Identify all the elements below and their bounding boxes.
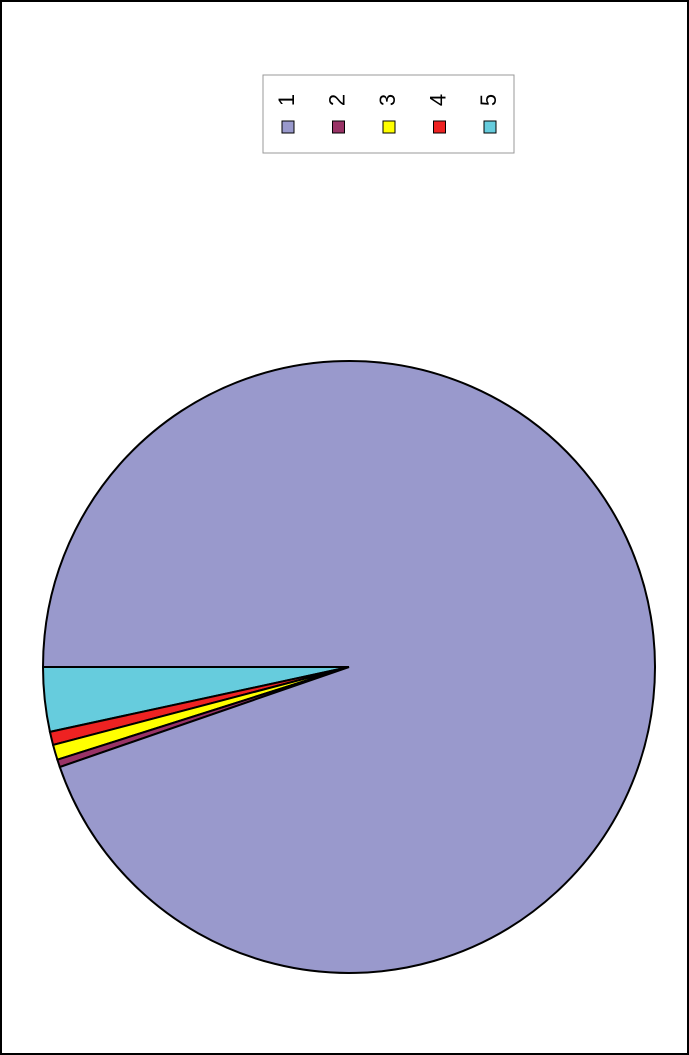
- pie-slice: [41, 360, 656, 974]
- legend-label: 5: [476, 94, 501, 106]
- legend-label: 3: [375, 94, 400, 106]
- legend-swatch: [281, 120, 295, 134]
- legend-label: 4: [425, 94, 450, 106]
- legend-label: 2: [324, 94, 349, 106]
- legend-swatch: [332, 120, 345, 134]
- legend-swatch: [382, 120, 396, 134]
- legend-label: 1: [274, 94, 299, 106]
- legend-box: [262, 74, 515, 154]
- legend-swatch: [483, 120, 497, 134]
- legend-swatch: [433, 120, 446, 134]
